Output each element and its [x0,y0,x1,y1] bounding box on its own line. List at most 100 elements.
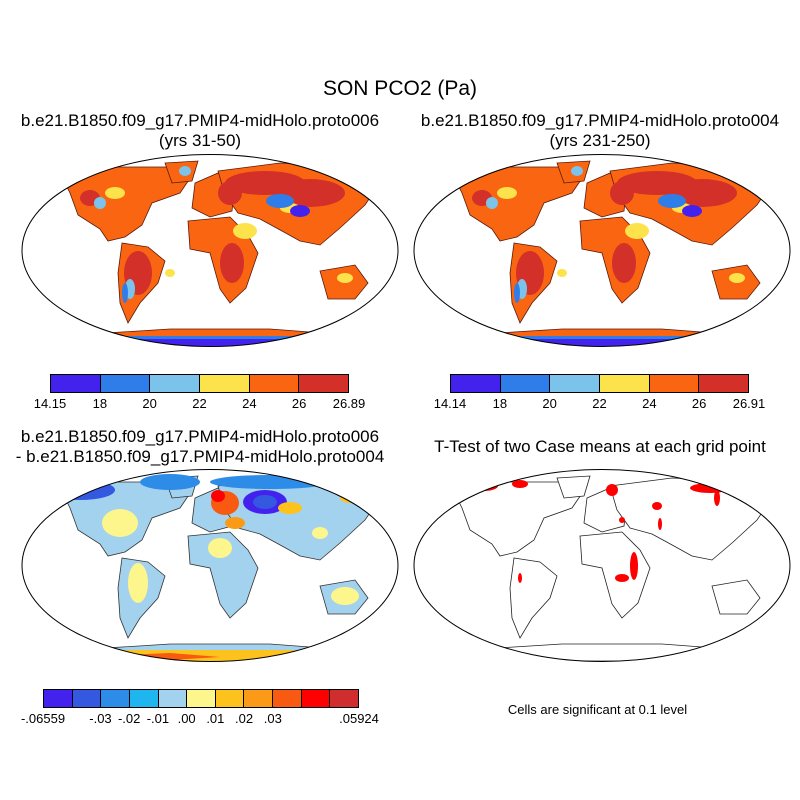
warm-region [220,243,244,283]
warm-region [612,243,636,283]
colorbar-swatch [649,375,700,392]
antarctic-coast [472,336,742,339]
warm-region [218,181,242,205]
colorbar-tick-label: 26.91 [732,396,766,411]
panel2-case-name: b.e21.B1850.f09_g17.PMIP4-midHolo.proto0… [420,111,780,130]
cool-region [486,197,498,209]
colorbar-tick-label: .03 [263,711,282,726]
panel2-years: (yrs 231-250) [549,131,651,150]
colorbar-tick-label: 26 [291,396,307,411]
significant-cells [606,484,618,496]
colorbar-swatch [451,375,501,392]
significant-cells [714,490,720,506]
colorbar-difference [43,689,359,708]
cool-region [179,166,191,176]
slight-positive [128,563,148,603]
mild-region [625,223,649,239]
cool-region [514,283,520,303]
map-border [21,154,399,347]
mild-region [165,269,175,277]
panel4-title: T-Test of two Case means at each grid po… [434,437,766,456]
colorbar-case006 [50,374,349,393]
significant-cells [619,517,625,523]
colorbar-tick-label: 22 [192,396,207,411]
colorbar-tick-label: 24 [242,396,257,411]
colorbar-swatch [330,690,359,707]
map-panel-difference [21,469,399,662]
cool-region [94,197,106,209]
antarctic-coast [80,336,350,339]
colorbar-tick-label: 24 [642,396,657,411]
colorbar-swatch [299,375,349,392]
significant-cells [690,483,730,493]
slight-positive [208,538,232,558]
colorbar-tick-label: .00 [177,711,196,726]
positive-anomaly [211,490,225,502]
continent-sa [509,557,558,639]
colorbar-swatch [244,690,274,707]
colorbar-swatch [72,690,102,707]
colorbar-swatch [600,375,650,392]
slight-positive [331,587,359,605]
continent-af [187,531,259,619]
cool-region [266,194,294,208]
significant-cells [615,574,629,582]
significant-cells [658,518,662,530]
antarctic-anomaly [80,650,350,661]
continent-au [711,579,761,615]
mild-region [497,187,517,199]
cold-region [682,205,702,217]
colorbar-tick-label: 18 [92,396,108,411]
colorbar-swatch [550,375,601,392]
colorbar-swatch [44,690,73,707]
map-panel-ttest [413,469,791,662]
cool-region [571,166,583,176]
colorbar-case006-labels: 14.15 18 20 22 24 26 26.89 [34,396,366,412]
panel1-years: (yrs 31-50) [158,131,242,150]
mild-region [557,269,567,277]
colorbar-tick-label: 14.14 [433,396,467,411]
colorbar-tick-label: 26.89 [332,396,366,411]
colorbar-tick-label: 26 [691,396,707,411]
colorbar-swatch [100,375,151,392]
colorbar-swatch [101,690,130,707]
mild-region [729,273,745,283]
mild-region [337,273,353,283]
significant-cells [470,481,498,491]
colorbar-tick-label: .02 [235,711,254,726]
panel3-case-a: b.e21.B1850.f09_g17.PMIP4-midHolo.proto0… [20,427,380,446]
colorbar-tick-label: 20 [142,396,157,411]
colorbar-swatch [129,690,159,707]
figure-title: SON PCO2 (Pa) [322,77,478,100]
colorbar-swatch [158,690,188,707]
colorbar-swatch [200,375,250,392]
colorbar-swatch [215,690,245,707]
panel3-case-b: - b.e21.B1850.f09_g17.PMIP4-midHolo.prot… [15,447,385,466]
colorbar-swatch [150,375,201,392]
map-panel-case004 [413,154,791,347]
map-border [413,469,791,662]
cool-region [122,283,128,303]
significant-cells [652,502,662,510]
cold-region [290,205,310,217]
colorbar-tick-label: 14.15 [33,396,67,411]
negative-anomaly [140,474,200,490]
slight-positive [102,509,138,537]
panel1-case-name: b.e21.B1850.f09_g17.PMIP4-midHolo.proto0… [20,111,380,130]
colorbar-swatch [699,375,749,392]
continent-an [465,643,744,662]
mild-region [233,223,257,239]
map-border [413,154,791,347]
colorbar-swatch [249,375,300,392]
map-border [21,469,399,662]
antarctic-interior [472,339,742,346]
significant-cells [512,480,528,488]
negative-anomaly [253,495,277,509]
positive-anomaly [278,502,302,514]
slight-positive [312,527,328,539]
colorbar-difference-labels: -.06559 -.03 -.02 -.01 .00 .01 .02 .03 .05924 [21,711,379,727]
colorbar-case004-labels: 14.14 18 20 22 24 26 26.91 [434,396,766,412]
antarctic-interior [80,339,350,346]
positive-anomaly [225,517,245,529]
colorbar-tick-label: 18 [492,396,508,411]
